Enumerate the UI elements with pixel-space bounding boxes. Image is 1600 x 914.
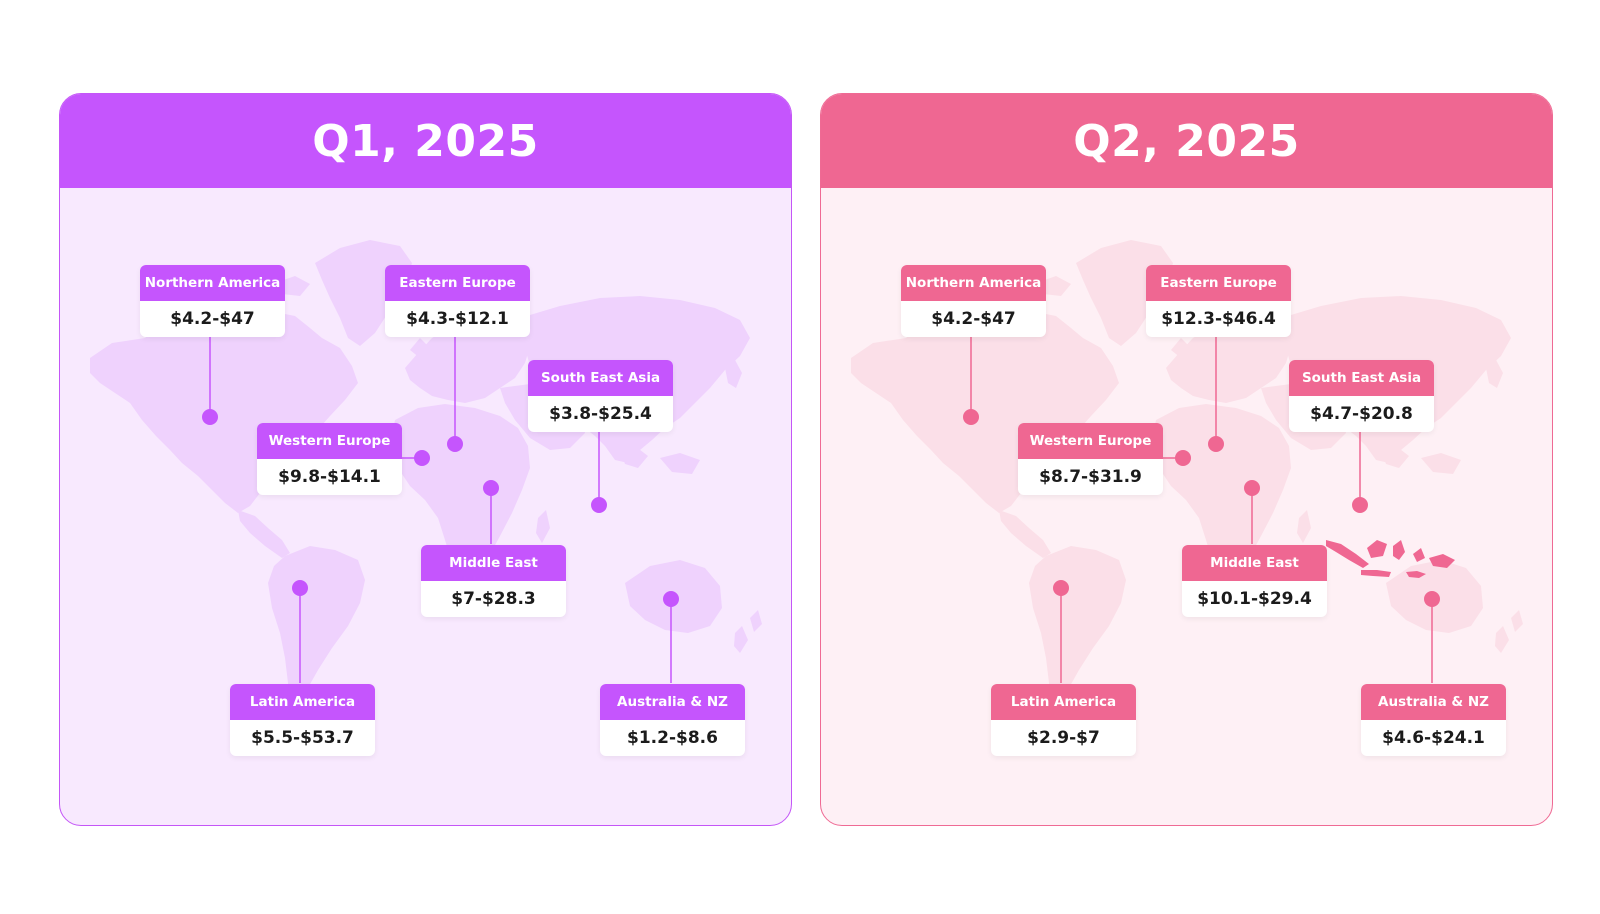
region-name: Middle East bbox=[1182, 545, 1327, 581]
dot-northern-america bbox=[963, 409, 979, 425]
region-name: South East Asia bbox=[528, 360, 673, 396]
region-card-australia-nz: Australia & NZ $4.6-$24.1 bbox=[1361, 684, 1506, 756]
region-card-middle-east: Middle East $7-$28.3 bbox=[421, 545, 566, 617]
world-map bbox=[90, 240, 762, 716]
region-name: Northern America bbox=[140, 265, 285, 301]
region-card-western-europe: Western Europe $9.8-$14.1 bbox=[257, 423, 402, 495]
region-card-latin-america: Latin America $2.9-$7 bbox=[991, 684, 1136, 756]
dot-eastern-europe bbox=[447, 436, 463, 452]
dot-latin-america bbox=[292, 580, 308, 596]
panel-title: Q2, 2025 bbox=[821, 94, 1552, 188]
region-card-northern-america: Northern America $4.2-$47 bbox=[140, 265, 285, 337]
region-range: $10.1-$29.4 bbox=[1197, 589, 1312, 609]
region-range: $3.8-$25.4 bbox=[549, 404, 652, 424]
region-name: Eastern Europe bbox=[1146, 265, 1291, 301]
dot-western-europe bbox=[1175, 450, 1191, 466]
region-name: South East Asia bbox=[1289, 360, 1434, 396]
region-range: $8.7-$31.9 bbox=[1039, 467, 1142, 487]
region-card-northern-america: Northern America $4.2-$47 bbox=[901, 265, 1046, 337]
region-range: $4.2-$47 bbox=[931, 309, 1016, 329]
region-name: Australia & NZ bbox=[600, 684, 745, 720]
location-dots bbox=[963, 409, 1440, 607]
region-name: Western Europe bbox=[1018, 423, 1163, 459]
region-card-south-east-asia: South East Asia $4.7-$20.8 bbox=[1289, 360, 1434, 432]
region-name: Western Europe bbox=[257, 423, 402, 459]
region-card-australia-nz: Australia & NZ $1.2-$8.6 bbox=[600, 684, 745, 756]
dot-australia-nz bbox=[663, 591, 679, 607]
dot-northern-america bbox=[202, 409, 218, 425]
region-range: $1.2-$8.6 bbox=[627, 728, 718, 748]
panel-q1: Q1, 2025 Northern America $4.2-$47 Easte… bbox=[59, 93, 792, 826]
region-range: $7-$28.3 bbox=[451, 589, 536, 609]
location-dots bbox=[202, 409, 679, 607]
region-range: $5.5-$53.7 bbox=[251, 728, 354, 748]
region-name: Latin America bbox=[230, 684, 375, 720]
region-name: Middle East bbox=[421, 545, 566, 581]
region-range: $4.3-$12.1 bbox=[406, 309, 509, 329]
region-range: $4.7-$20.8 bbox=[1310, 404, 1413, 424]
region-name: Northern America bbox=[901, 265, 1046, 301]
panel-q2: Q2, 2025 bbox=[820, 93, 1553, 826]
dot-western-europe bbox=[414, 450, 430, 466]
region-name: Australia & NZ bbox=[1361, 684, 1506, 720]
region-card-eastern-europe: Eastern Europe $4.3-$12.1 bbox=[385, 265, 530, 337]
dot-australia-nz bbox=[1424, 591, 1440, 607]
region-name: Latin America bbox=[991, 684, 1136, 720]
dot-latin-america bbox=[1053, 580, 1069, 596]
region-range: $2.9-$7 bbox=[1027, 728, 1100, 748]
region-card-south-east-asia: South East Asia $3.8-$25.4 bbox=[528, 360, 673, 432]
panel-title: Q1, 2025 bbox=[60, 94, 791, 188]
dot-south-east-asia bbox=[1352, 497, 1368, 513]
connectors bbox=[970, 335, 1433, 683]
dot-south-east-asia bbox=[591, 497, 607, 513]
region-card-eastern-europe: Eastern Europe $12.3-$46.4 bbox=[1146, 265, 1291, 337]
region-card-middle-east: Middle East $10.1-$29.4 bbox=[1182, 545, 1327, 617]
dot-middle-east bbox=[1244, 480, 1260, 496]
connectors bbox=[209, 335, 672, 683]
region-range: $4.6-$24.1 bbox=[1382, 728, 1485, 748]
dot-eastern-europe bbox=[1208, 436, 1224, 452]
highlighted-area-indonesia bbox=[1326, 540, 1455, 578]
world-map bbox=[851, 240, 1523, 716]
region-range: $12.3-$46.4 bbox=[1161, 309, 1276, 329]
region-range: $9.8-$14.1 bbox=[278, 467, 381, 487]
region-name: Eastern Europe bbox=[385, 265, 530, 301]
region-range: $4.2-$47 bbox=[170, 309, 255, 329]
region-card-latin-america: Latin America $5.5-$53.7 bbox=[230, 684, 375, 756]
dot-middle-east bbox=[483, 480, 499, 496]
region-card-western-europe: Western Europe $8.7-$31.9 bbox=[1018, 423, 1163, 495]
